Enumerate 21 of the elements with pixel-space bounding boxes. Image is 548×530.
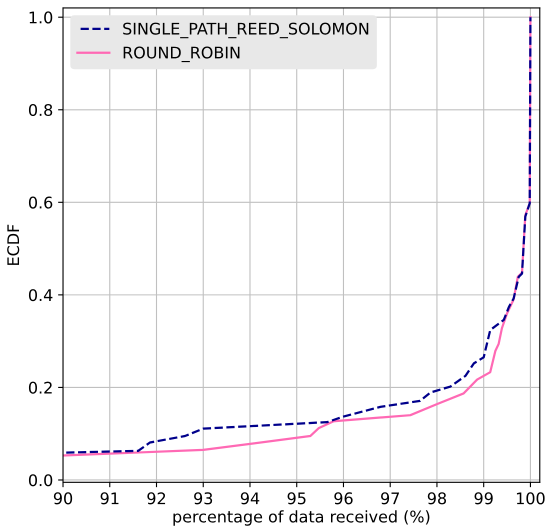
x-tick-label: 98 bbox=[428, 492, 446, 504]
legend-label: ROUND_ROBIN bbox=[124, 46, 240, 62]
y-tick-label: 0.4 bbox=[28, 289, 52, 302]
y-tick-label: 0.6 bbox=[28, 196, 52, 209]
x-tick-label: 91 bbox=[100, 492, 118, 504]
x-axis-title: percentage of data received (%) bbox=[173, 510, 430, 526]
x-tick-label: 93 bbox=[194, 492, 212, 504]
legend-label: SINGLE_PATH_REED_SOLOMON bbox=[123, 22, 368, 38]
x-tick-label: 92 bbox=[147, 492, 166, 504]
x-tick-label: 97 bbox=[381, 492, 400, 504]
x-tick-label: 95 bbox=[288, 492, 306, 504]
y-tick-label: 0.8 bbox=[28, 104, 52, 116]
y-tick-label: 1.0 bbox=[30, 11, 52, 24]
x-tick-label: 96 bbox=[334, 492, 353, 504]
x-tick-label: 100 bbox=[516, 492, 545, 504]
y-tick-label: 0.2 bbox=[28, 382, 52, 394]
y-axis-title: ECDF bbox=[7, 224, 20, 265]
x-tick-label: 99 bbox=[474, 492, 493, 504]
x-tick-label: 90 bbox=[54, 492, 72, 504]
y-tick-label: 0.0 bbox=[28, 474, 52, 486]
x-tick-label: 94 bbox=[240, 492, 260, 504]
